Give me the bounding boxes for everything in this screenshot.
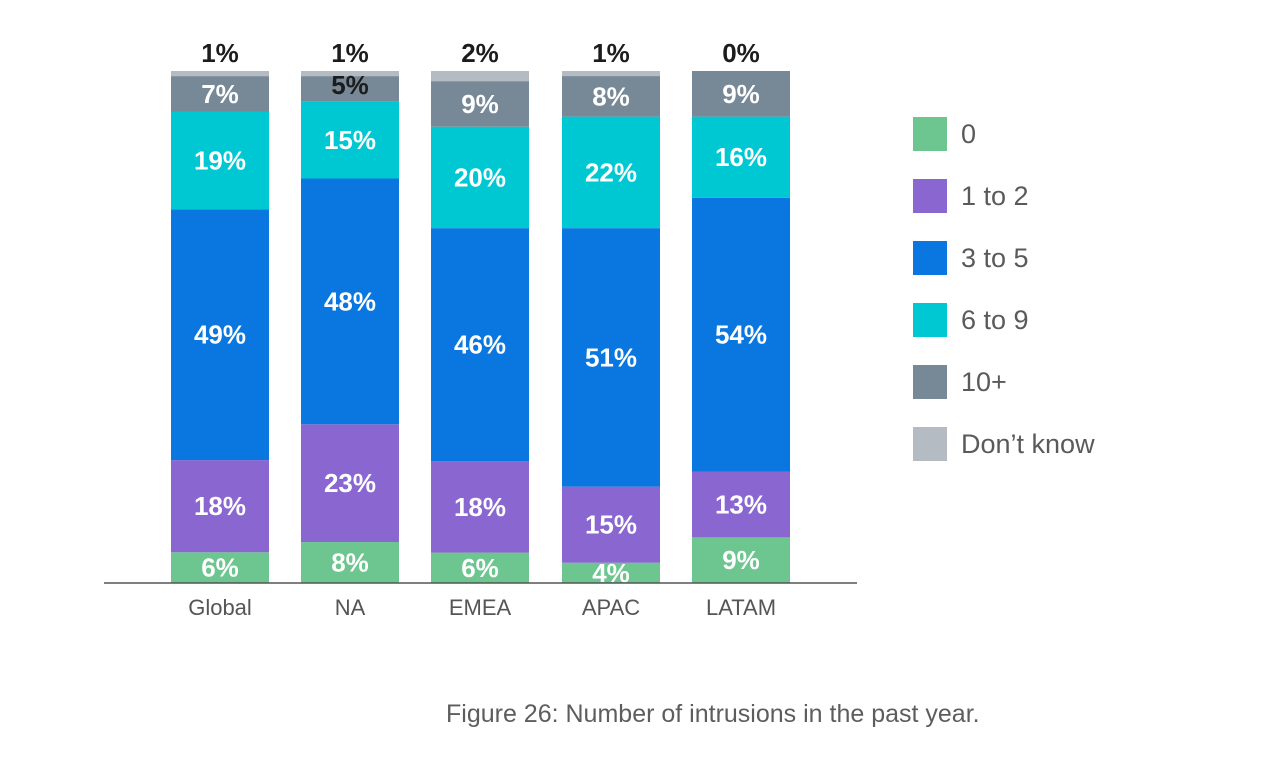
- bar-latam-0: [692, 537, 790, 583]
- bar-emea-don-t-know: [431, 71, 529, 82]
- data-label-global-10: 7%: [201, 79, 239, 109]
- data-label-na-don-t-know: 1%: [331, 38, 369, 68]
- legend-item-1-to-2: 1 to 2: [913, 165, 1095, 227]
- legend-label-10-plus: 10+: [961, 366, 1007, 397]
- bar-emea-0: [431, 552, 529, 583]
- legend-swatch-dont-know: [913, 427, 947, 461]
- bar-apac-1-to-2: [562, 486, 660, 563]
- data-label-global-0: 6%: [201, 553, 239, 583]
- bar-latam-6-to-9: [692, 116, 790, 198]
- legend-label-1-to-2: 1 to 2: [961, 180, 1029, 211]
- x-tick-label-emea: EMEA: [449, 595, 512, 620]
- legend-label-3-to-5: 3 to 5: [961, 242, 1029, 273]
- bar-emea-6-to-9: [431, 126, 529, 229]
- legend-label-6-to-9: 6 to 9: [961, 304, 1029, 335]
- bar-global-6-to-9: [171, 111, 269, 210]
- data-labels-layer: 6%18%49%19%7%1%8%23%48%15%5%1%6%18%46%20…: [194, 38, 767, 588]
- data-label-na-6-to-9: 15%: [324, 125, 376, 155]
- legend-swatch-0: [913, 117, 947, 151]
- bar-global-10: [171, 76, 269, 112]
- data-label-global-1-to-2: 18%: [194, 491, 246, 521]
- legend-label-0: 0: [961, 118, 977, 149]
- data-label-global-6-to-9: 19%: [194, 146, 246, 176]
- legend-item-10-plus: 10+: [913, 351, 1095, 413]
- x-tick-labels-layer: Global NA EMEA APAC LATAM: [188, 595, 776, 620]
- bar-na-1-to-2: [301, 424, 399, 543]
- legend-item-6-to-9: 6 to 9: [913, 289, 1095, 351]
- data-label-latam-10: 9%: [722, 79, 760, 109]
- bar-global-1-to-2: [171, 460, 269, 553]
- bar-apac-3-to-5: [562, 228, 660, 487]
- bar-apac-don-t-know: [562, 71, 660, 77]
- bar-latam-10: [692, 71, 790, 117]
- legend-item-3-to-5: 3 to 5: [913, 227, 1095, 289]
- legend-label-dont-know: Don’t know: [961, 428, 1095, 459]
- data-label-apac-1-to-2: 15%: [585, 510, 637, 540]
- bar-latam-1-to-2: [692, 471, 790, 538]
- data-label-apac-10: 8%: [592, 81, 630, 111]
- data-label-latam-don-t-know: 0%: [722, 38, 760, 68]
- data-label-global-don-t-know: 1%: [201, 38, 239, 68]
- bar-na-0: [301, 542, 399, 583]
- data-label-apac-don-t-know: 1%: [592, 38, 630, 68]
- bar-na-10: [301, 76, 399, 102]
- bar-emea-3-to-5: [431, 228, 529, 462]
- data-label-apac-6-to-9: 22%: [585, 157, 637, 187]
- data-label-na-0: 8%: [331, 548, 369, 578]
- legend-swatch-1-to-2: [913, 179, 947, 213]
- bar-apac-10: [562, 76, 660, 117]
- legend: 0 1 to 2 3 to 5 6 to 9 10+ Don’t know: [913, 103, 1095, 475]
- data-label-na-10: 5%: [331, 70, 369, 100]
- bar-latam-3-to-5: [692, 197, 790, 472]
- data-label-emea-0: 6%: [461, 553, 499, 583]
- data-label-latam-3-to-5: 54%: [715, 320, 767, 350]
- data-label-emea-3-to-5: 46%: [454, 330, 506, 360]
- data-label-latam-6-to-9: 16%: [715, 142, 767, 172]
- data-label-emea-don-t-know: 2%: [461, 38, 499, 68]
- bar-apac-6-to-9: [562, 116, 660, 229]
- bar-apac-0: [562, 562, 660, 583]
- data-label-latam-1-to-2: 13%: [715, 489, 767, 519]
- x-tick-label-latam: LATAM: [706, 595, 776, 620]
- data-label-latam-0: 9%: [722, 545, 760, 575]
- legend-swatch-6-to-9: [913, 303, 947, 337]
- x-tick-label-na: NA: [335, 595, 366, 620]
- bar-global-3-to-5: [171, 209, 269, 461]
- bar-emea-1-to-2: [431, 461, 529, 553]
- data-label-emea-6-to-9: 20%: [454, 162, 506, 192]
- bar-global-0: [171, 552, 269, 583]
- legend-item-dont-know: Don’t know: [913, 413, 1095, 475]
- figure-caption: Figure 26: Number of intrusions in the p…: [446, 700, 980, 728]
- x-tick-label-global: Global: [188, 595, 252, 620]
- bar-na-don-t-know: [301, 71, 399, 77]
- data-label-na-1-to-2: 23%: [324, 468, 376, 498]
- data-label-apac-3-to-5: 51%: [585, 342, 637, 372]
- legend-swatch-10-plus: [913, 365, 947, 399]
- legend-swatch-3-to-5: [913, 241, 947, 275]
- bar-emea-10: [431, 81, 529, 127]
- x-tick-label-apac: APAC: [582, 595, 640, 620]
- data-label-emea-1-to-2: 18%: [454, 492, 506, 522]
- data-label-global-3-to-5: 49%: [194, 320, 246, 350]
- bar-na-6-to-9: [301, 101, 399, 179]
- bar-na-3-to-5: [301, 178, 399, 425]
- data-label-emea-10: 9%: [461, 89, 499, 119]
- legend-item-0: 0: [913, 103, 1095, 165]
- bars-layer: [171, 71, 790, 583]
- bar-global-don-t-know: [171, 71, 269, 77]
- data-label-na-3-to-5: 48%: [324, 286, 376, 316]
